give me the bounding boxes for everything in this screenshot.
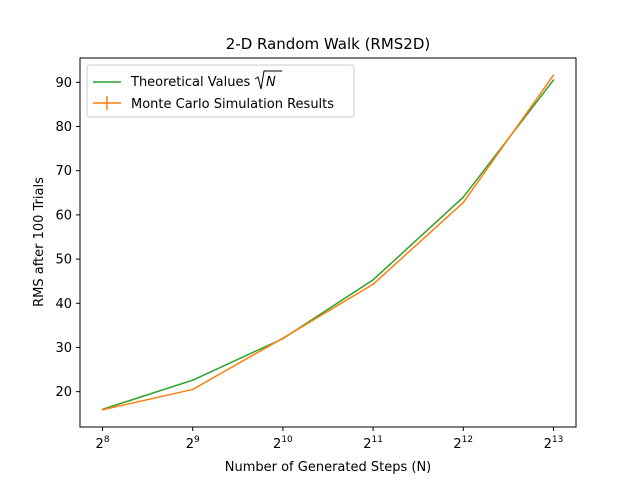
sqrt-symbol: N xyxy=(254,70,282,90)
legend-box xyxy=(86,64,355,118)
x-tick-exponent: 8 xyxy=(104,435,110,445)
series-point-1 xyxy=(282,337,284,339)
legend-label-montecarlo: Monte Carlo Simulation Results xyxy=(131,97,334,112)
x-tick-exponent: 11 xyxy=(372,435,383,445)
y-tick-label: 20 xyxy=(55,385,72,400)
x-tick-exponent: 9 xyxy=(194,435,200,445)
series-point-1 xyxy=(552,74,555,77)
series-line-0 xyxy=(102,79,555,411)
x-tick-base: 2 xyxy=(186,437,194,452)
y-tick-label: 90 xyxy=(55,76,72,91)
y-tick-label: 50 xyxy=(55,253,72,268)
chart-title: 2-D Random Walk (RMS2D) xyxy=(226,35,431,53)
y-tick-label: 40 xyxy=(55,297,72,312)
series-point-0 xyxy=(552,79,555,81)
series-point-0 xyxy=(191,379,194,381)
x-tick-base: 2 xyxy=(453,437,461,452)
series-point-1 xyxy=(372,283,374,286)
y-tick-label: 30 xyxy=(55,341,72,356)
series-point-0 xyxy=(462,196,465,199)
x-tick-label: 29 xyxy=(186,435,200,452)
x-tick-base: 2 xyxy=(363,437,371,452)
x-tick-label: 210 xyxy=(273,435,293,452)
x-axis: 28 29 210 211 212 213 xyxy=(96,427,564,452)
x-tick-label: 212 xyxy=(453,435,473,452)
y-axis: 20 30 40 50 60 70 80 90 xyxy=(55,76,80,400)
series-point-1 xyxy=(462,201,465,204)
y-tick-label: 60 xyxy=(55,208,72,223)
y-tick-label: 80 xyxy=(55,120,72,135)
x-tick-base: 2 xyxy=(273,437,281,452)
x-tick-base: 2 xyxy=(96,437,104,452)
legend: Theoretical Values N Monte Carlo Simulat… xyxy=(86,64,355,118)
legend-label-theoretical: Theoretical Values xyxy=(130,75,250,90)
x-tick-exponent: 10 xyxy=(281,435,293,445)
legend-label-theoretical-text: Theoretical Values xyxy=(130,75,250,90)
plot-frame xyxy=(79,57,577,428)
x-tick-label: 211 xyxy=(363,435,383,452)
x-tick-exponent: 13 xyxy=(552,435,563,445)
x-tick-label: 28 xyxy=(96,435,110,452)
x-tick-exponent: 12 xyxy=(462,435,473,445)
sqrt-argument: N xyxy=(266,75,276,90)
x-tick-base: 2 xyxy=(544,437,552,452)
series-layer xyxy=(101,74,555,411)
series-line-1 xyxy=(102,74,555,411)
y-tick-label: 70 xyxy=(55,164,72,179)
x-tick-label: 213 xyxy=(544,435,564,452)
series-point-1 xyxy=(191,388,194,391)
y-axis-label: RMS after 100 Trials xyxy=(32,177,47,307)
x-axis-label: Number of Generated Steps (N) xyxy=(225,460,432,475)
series-point-0 xyxy=(372,279,374,281)
series-point-1 xyxy=(101,408,104,411)
sqrt-radical-icon xyxy=(254,70,282,90)
